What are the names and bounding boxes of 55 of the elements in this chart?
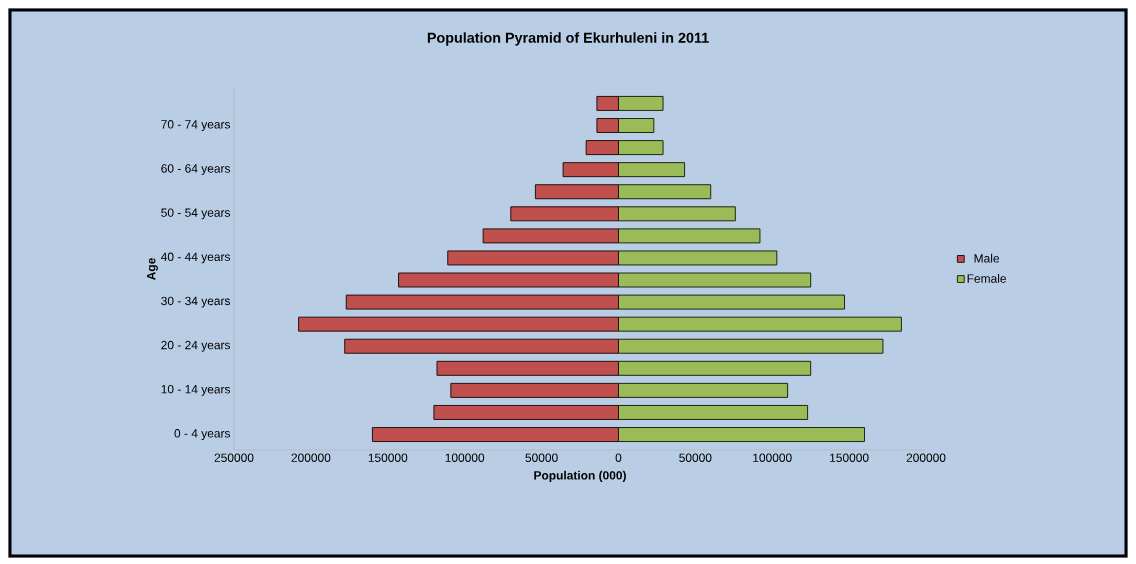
bar xyxy=(617,338,884,354)
bar xyxy=(534,184,619,200)
x-tick-label: 200000 xyxy=(906,453,946,462)
y-tick-label: 50 - 54 years xyxy=(161,208,231,220)
bar xyxy=(617,316,902,332)
y-axis-title: Age xyxy=(147,258,158,280)
bar xyxy=(617,162,686,178)
bar xyxy=(617,250,778,266)
bar xyxy=(510,206,619,222)
bar xyxy=(617,360,812,376)
legend-label: Male xyxy=(974,253,1000,263)
bar xyxy=(344,338,619,354)
y-tick-label: 20 - 24 years xyxy=(161,340,231,352)
bar xyxy=(617,404,809,420)
x-tick-label: 150000 xyxy=(830,453,869,462)
chart-title: Population Pyramid of Ekurhuleni in 2011 xyxy=(427,32,709,46)
x-tick-label: 50000 xyxy=(679,453,712,462)
x-tick-label: 0 xyxy=(615,453,622,462)
x-axis-title: Population (000) xyxy=(534,470,626,482)
legend-label: Female xyxy=(967,273,1006,283)
bar xyxy=(617,206,736,222)
x-tick-label: 200000 xyxy=(291,453,331,462)
y-tick-label: 70 - 74 years xyxy=(161,120,231,131)
y-tick-label: 40 - 44 years xyxy=(161,252,231,264)
bar xyxy=(617,118,655,134)
bar xyxy=(596,95,619,111)
bar xyxy=(585,140,619,156)
x-tick-label: 100000 xyxy=(445,453,485,462)
bar xyxy=(450,382,619,398)
bar xyxy=(617,228,761,244)
x-tick-label: 250000 xyxy=(214,453,254,462)
bar xyxy=(482,228,619,244)
bar xyxy=(447,250,619,266)
bar xyxy=(436,360,619,376)
bar xyxy=(617,95,664,111)
bar xyxy=(298,316,619,332)
bar xyxy=(617,382,789,398)
bar xyxy=(596,118,619,134)
y-tick-label: 30 - 34 years xyxy=(161,296,231,308)
bar xyxy=(617,184,712,200)
bar xyxy=(617,140,664,156)
bar xyxy=(345,294,619,310)
bar xyxy=(371,427,619,443)
y-tick-label: 10 - 14 years xyxy=(161,384,231,396)
x-tick-label: 50000 xyxy=(525,453,558,462)
x-tick-label: 150000 xyxy=(368,453,408,462)
bar xyxy=(617,294,846,310)
bar xyxy=(433,404,619,420)
bar xyxy=(617,427,865,443)
bar xyxy=(617,272,812,288)
bar xyxy=(398,272,619,288)
y-tick-label: 0 - 4 years xyxy=(174,429,231,440)
bar xyxy=(562,162,619,178)
x-tick-label: 100000 xyxy=(753,453,792,462)
y-tick-label: 60 - 64 years xyxy=(161,164,231,176)
